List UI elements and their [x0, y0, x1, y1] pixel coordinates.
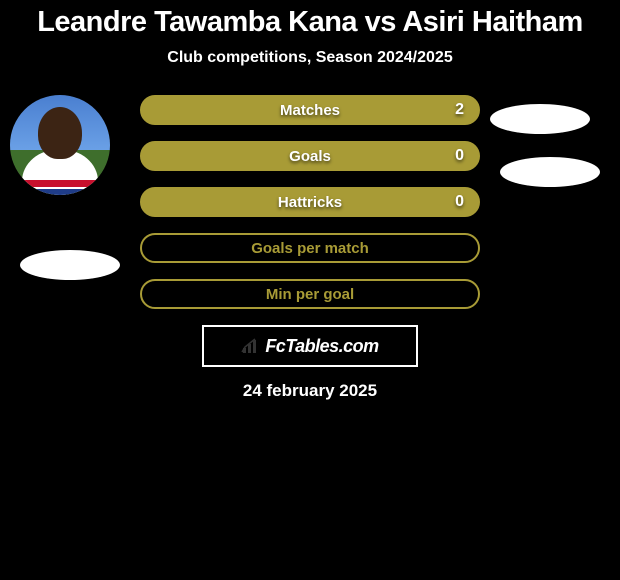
bar-matches: Matches 2: [140, 95, 480, 125]
page-title: Leandre Tawamba Kana vs Asiri Haitham: [0, 0, 620, 39]
bar-value-hattricks: 0: [455, 193, 464, 211]
bar-goals-per-match: Goals per match: [140, 233, 480, 263]
fctables-logo-text: FcTables.com: [265, 336, 378, 357]
avatar-stripe-blue: [22, 189, 98, 195]
date-text: 24 february 2025: [0, 381, 620, 401]
comparison-container: Matches 2 Goals 0 Hattricks 0 Goals per …: [0, 95, 620, 401]
bar-goals: Goals 0: [140, 141, 480, 171]
bar-label-hattricks: Hattricks: [278, 194, 342, 211]
placeholder-oval-right-2: [500, 157, 600, 187]
placeholder-oval-left: [20, 250, 120, 280]
subtitle: Club competitions, Season 2024/2025: [0, 49, 620, 67]
bar-label-mpg: Min per goal: [266, 286, 354, 303]
bar-label-goals: Goals: [289, 148, 331, 165]
bar-label-gpm: Goals per match: [251, 240, 369, 257]
bar-min-per-goal: Min per goal: [140, 279, 480, 309]
bar-label-matches: Matches: [280, 102, 340, 119]
bar-value-matches: 2: [455, 101, 464, 119]
stat-bars: Matches 2 Goals 0 Hattricks 0 Goals per …: [140, 95, 480, 309]
bar-value-goals: 0: [455, 147, 464, 165]
avatar-head: [38, 107, 82, 159]
player-avatar-left: [10, 95, 110, 195]
placeholder-oval-right-1: [490, 104, 590, 134]
bar-hattricks: Hattricks 0: [140, 187, 480, 217]
avatar-stripe-red: [22, 180, 98, 187]
fctables-logo-box: FcTables.com: [202, 325, 418, 367]
bar-chart-icon: [241, 338, 261, 354]
